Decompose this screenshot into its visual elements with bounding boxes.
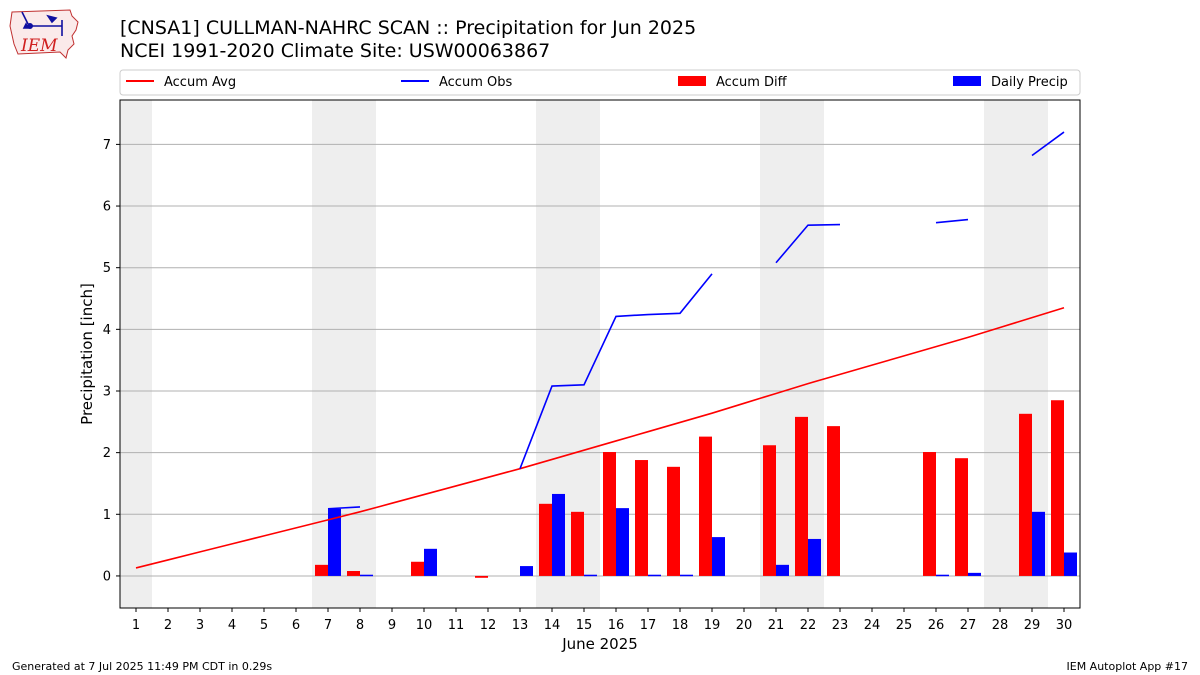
diff-bar-27	[955, 458, 968, 576]
daily-bar-15	[584, 574, 597, 577]
weekend-span-0	[120, 100, 152, 608]
ytick-label-0: 0	[103, 569, 111, 584]
diff-bar-26	[923, 452, 936, 576]
daily-bar-7	[328, 508, 341, 576]
diff-bar-18	[667, 466, 680, 576]
accum-obs-line-0	[327, 506, 361, 510]
xtick-label-13: 13	[512, 618, 529, 633]
accum-obs-line-2	[775, 223, 841, 264]
diff-bar-17	[635, 460, 648, 576]
accum-obs-line-4	[1031, 131, 1065, 157]
daily-bar-21	[776, 564, 789, 576]
legend-label-3: Daily Precip	[991, 75, 1068, 90]
legend-label-2: Accum Diff	[716, 75, 788, 90]
daily-bar-18	[680, 574, 693, 577]
legend-swatch-3	[953, 76, 981, 86]
diff-bar-23	[827, 426, 840, 576]
daily-bar-27	[968, 572, 981, 576]
ytick-label-4: 4	[103, 323, 111, 338]
xtick-label-28: 28	[992, 618, 1009, 633]
daily-bar-17	[648, 574, 661, 577]
diff-bar-30	[1051, 400, 1064, 576]
xtick-label-29: 29	[1024, 618, 1041, 633]
xtick-label-16: 16	[608, 618, 625, 633]
xtick-label-1: 1	[132, 618, 140, 633]
xtick-label-5: 5	[260, 618, 268, 633]
daily-bar-14	[552, 493, 565, 576]
ytick-label-3: 3	[103, 384, 111, 399]
xtick-label-15: 15	[576, 618, 593, 633]
plot-frame	[119, 99, 1081, 609]
xtick-label-10: 10	[416, 618, 433, 633]
ytick-label-2: 2	[103, 446, 111, 461]
footer-app: IEM Autoplot App #17	[1066, 660, 1189, 673]
diff-bar-14	[539, 503, 552, 576]
xtick-label-25: 25	[896, 618, 913, 633]
xtick-label-23: 23	[832, 618, 849, 633]
xtick-label-26: 26	[928, 618, 945, 633]
xtick-label-21: 21	[768, 618, 785, 633]
diff-bar-29	[1019, 413, 1032, 576]
legend: Accum Avg Accum Obs Accum Diff Daily Precip	[119, 69, 1081, 96]
footer-generated: Generated at 7 Jul 2025 11:49 PM CDT in …	[12, 660, 273, 673]
xtick-label-9: 9	[388, 618, 396, 633]
xtick-label-30: 30	[1056, 618, 1073, 633]
accum-obs-line-3	[935, 218, 969, 224]
daily-bar-30	[1064, 552, 1077, 576]
xtick-label-4: 4	[228, 618, 236, 633]
daily-bar-26	[936, 574, 949, 577]
xtick-label-17: 17	[640, 618, 657, 633]
xtick-label-22: 22	[800, 618, 817, 633]
logo-text: IEM	[20, 36, 58, 56]
daily-bar-10	[424, 548, 437, 576]
daily-bar-8	[360, 574, 373, 577]
diff-bar-21	[763, 445, 776, 576]
diff-bar-12	[475, 575, 488, 578]
diff-bar-10	[411, 561, 424, 576]
legend-box	[119, 69, 1081, 96]
legend-label-0: Accum Avg	[164, 75, 236, 90]
xtick-label-3: 3	[196, 618, 204, 633]
accum-avg-line	[135, 306, 1065, 569]
x-axis-label: June 2025	[561, 635, 638, 653]
chart-subtitle: NCEI 1991-2020 Climate Site: USW00063867	[120, 40, 551, 62]
ytick-label-1: 1	[103, 508, 111, 523]
daily-bar-13	[520, 566, 533, 576]
legend-label-1: Accum Obs	[439, 75, 512, 90]
xtick-label-7: 7	[324, 618, 332, 633]
diff-bar-16	[603, 452, 616, 576]
xtick-label-24: 24	[864, 618, 881, 633]
xtick-label-18: 18	[672, 618, 689, 633]
xtick-label-2: 2	[164, 618, 172, 633]
ytick-label-7: 7	[103, 138, 111, 153]
daily-bar-22	[808, 538, 821, 576]
iem-logo: IEM	[9, 9, 79, 59]
daily-bar-19	[712, 537, 725, 576]
diff-bar-8	[347, 571, 360, 576]
diff-bar-7	[315, 564, 328, 576]
weekend-span-1	[312, 100, 376, 608]
xtick-label-6: 6	[292, 618, 300, 633]
ytick-label-6: 6	[103, 200, 111, 215]
xtick-label-20: 20	[736, 618, 753, 633]
legend-swatch-2	[678, 76, 706, 86]
xtick-label-27: 27	[960, 618, 977, 633]
diff-bar-19	[699, 436, 712, 576]
chart-title: [CNSA1] CULLMAN-NAHRC SCAN :: Precipitat…	[120, 17, 697, 39]
daily-bar-29	[1032, 511, 1045, 576]
y-axis-label: Precipitation [inch]	[78, 283, 96, 425]
xtick-label-11: 11	[448, 618, 465, 633]
diff-bar-15	[571, 511, 584, 576]
xtick-label-12: 12	[480, 618, 497, 633]
diff-bar-22	[795, 416, 808, 576]
weather-station-icon	[21, 11, 63, 36]
ytick-label-5: 5	[103, 261, 111, 276]
accum-obs-line-1	[519, 273, 713, 469]
xtick-label-19: 19	[704, 618, 721, 633]
xtick-label-14: 14	[544, 618, 561, 633]
xtick-label-8: 8	[356, 618, 364, 633]
daily-bar-16	[616, 508, 629, 576]
